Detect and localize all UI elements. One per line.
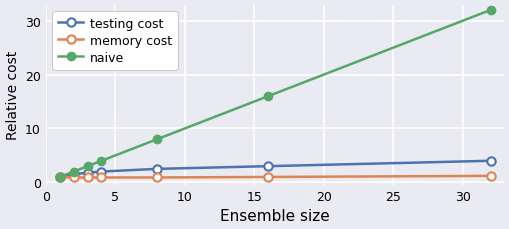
Line: naive: naive xyxy=(55,7,494,181)
X-axis label: Ensemble size: Ensemble size xyxy=(220,209,329,224)
naive xyxy=(84,165,91,168)
memory cost xyxy=(487,175,493,177)
memory cost xyxy=(265,176,271,179)
testing cost xyxy=(487,160,493,162)
testing cost xyxy=(265,165,271,168)
memory cost xyxy=(154,176,160,179)
Legend: testing cost, memory cost, naive: testing cost, memory cost, naive xyxy=(52,12,178,71)
Line: testing cost: testing cost xyxy=(55,157,494,181)
naive xyxy=(154,138,160,141)
naive xyxy=(56,176,63,179)
naive xyxy=(265,95,271,98)
testing cost xyxy=(84,172,91,174)
memory cost xyxy=(56,176,63,179)
naive xyxy=(487,10,493,12)
testing cost xyxy=(70,173,76,176)
testing cost xyxy=(154,168,160,171)
memory cost xyxy=(84,176,91,179)
Line: memory cost: memory cost xyxy=(55,172,494,182)
testing cost xyxy=(56,176,63,179)
naive xyxy=(70,170,76,173)
memory cost xyxy=(98,176,104,179)
testing cost xyxy=(98,170,104,173)
Y-axis label: Relative cost: Relative cost xyxy=(6,51,19,140)
naive xyxy=(98,160,104,162)
memory cost xyxy=(70,176,76,179)
